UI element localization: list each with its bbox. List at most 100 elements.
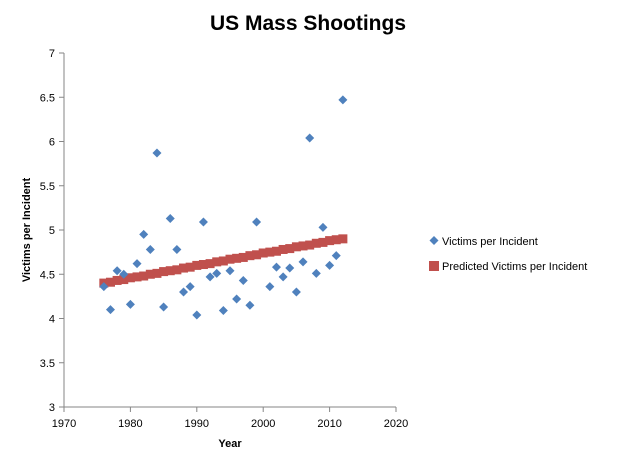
predicted-point: [145, 269, 155, 279]
predicted-point: [165, 266, 175, 276]
predicted-point: [252, 250, 262, 260]
predicted-point: [179, 263, 189, 273]
predicted-point: [152, 268, 162, 278]
predicted-point: [218, 256, 228, 266]
victims-point: [192, 310, 202, 320]
predicted-point: [271, 246, 281, 256]
predicted-point: [172, 265, 182, 275]
predicted-point: [285, 244, 295, 254]
predicted-point: [185, 262, 195, 272]
y-tick-label: 6: [49, 137, 55, 149]
legend-label-predicted: Predicted Victims per Incident: [442, 261, 587, 273]
x-tick-label: 1980: [118, 418, 142, 430]
predicted-point: [258, 248, 268, 258]
victims-point: [291, 287, 301, 297]
victims-point: [179, 287, 189, 297]
y-tick-label: 5.5: [40, 181, 55, 193]
victims-point: [338, 95, 348, 105]
victims-point: [139, 229, 149, 239]
victims-point: [112, 266, 122, 276]
victims-point: [325, 260, 335, 270]
legend-diamond-marker: [429, 236, 439, 245]
legend-label-victims: Victims per Incident: [442, 236, 538, 248]
victims-point: [252, 217, 262, 227]
predicted-point: [298, 241, 308, 251]
x-tick-label: 2000: [251, 418, 275, 430]
victims-point: [218, 306, 228, 316]
legend-item-predicted: Predicted Victims per Incident: [429, 261, 587, 273]
y-axis-title: Victims per Incident: [21, 177, 33, 282]
predicted-point: [278, 244, 288, 254]
victims-point: [105, 305, 115, 315]
predicted-point: [198, 260, 208, 270]
series-predicted-victims: [99, 234, 348, 288]
victims-point: [298, 257, 308, 267]
y-tick-label: 6.5: [40, 92, 55, 104]
predicted-point: [318, 237, 328, 247]
predicted-point: [265, 247, 275, 257]
victims-point: [265, 282, 275, 292]
predicted-point: [192, 260, 202, 270]
victims-point: [99, 282, 109, 292]
predicted-point: [205, 259, 215, 269]
predicted-point: [119, 275, 129, 285]
y-tick-label: 4: [49, 314, 55, 326]
y-tick-label: 7: [49, 48, 55, 60]
predicted-point: [338, 234, 348, 244]
victims-point: [238, 275, 248, 285]
victims-point: [318, 222, 328, 232]
y-tick-label: 3: [49, 402, 55, 414]
victims-point: [152, 148, 162, 158]
predicted-point: [311, 238, 321, 248]
x-axis-ticks: 1970 1980 1990 2000 2010 2020: [52, 407, 408, 430]
legend-square-marker: [429, 261, 439, 271]
x-axis-title: Year: [218, 438, 242, 450]
predicted-point: [238, 252, 248, 262]
victims-point: [132, 259, 142, 269]
chart-title: US Mass Shootings: [210, 12, 406, 35]
predicted-point: [325, 236, 335, 246]
victims-point: [271, 262, 281, 272]
predicted-point: [245, 251, 255, 261]
victims-point: [245, 300, 255, 310]
predicted-point: [105, 277, 115, 287]
x-tick-label: 1970: [52, 418, 76, 430]
victims-point: [119, 269, 129, 279]
predicted-point: [112, 275, 122, 285]
predicted-point: [232, 253, 242, 263]
y-tick-label: 4.5: [40, 269, 55, 281]
predicted-point: [159, 267, 169, 277]
victims-point: [311, 268, 321, 278]
legend-item-victims: Victims per Incident: [429, 236, 538, 248]
series-victims-per-incident: [99, 95, 348, 320]
predicted-point: [225, 254, 235, 264]
predicted-point: [132, 272, 142, 282]
x-tick-label: 2020: [384, 418, 408, 430]
predicted-point: [331, 235, 341, 245]
victims-point: [212, 268, 222, 278]
victims-point: [232, 294, 242, 304]
victims-point: [198, 217, 208, 227]
victims-point: [165, 213, 175, 223]
predicted-point: [305, 240, 315, 250]
victims-point: [172, 244, 182, 254]
victims-point: [125, 299, 135, 309]
predicted-point: [212, 257, 222, 267]
victims-point: [305, 133, 315, 143]
legend: Victims per Incident Predicted Victims p…: [429, 236, 587, 273]
victims-point: [185, 282, 195, 292]
y-axis-ticks: 3 3.5 4 4.5 5 5.5 6 6.5 7: [40, 48, 64, 414]
y-tick-label: 3.5: [40, 358, 55, 370]
victims-point: [145, 244, 155, 254]
y-tick-label: 5: [49, 225, 55, 237]
x-tick-label: 2010: [317, 418, 341, 430]
predicted-point: [125, 273, 135, 283]
victims-point: [331, 251, 341, 261]
victims-point: [205, 272, 215, 282]
predicted-point: [139, 271, 149, 281]
victims-point: [285, 263, 295, 273]
victims-point: [159, 302, 169, 312]
victims-point: [225, 266, 235, 276]
victims-point: [278, 272, 288, 282]
